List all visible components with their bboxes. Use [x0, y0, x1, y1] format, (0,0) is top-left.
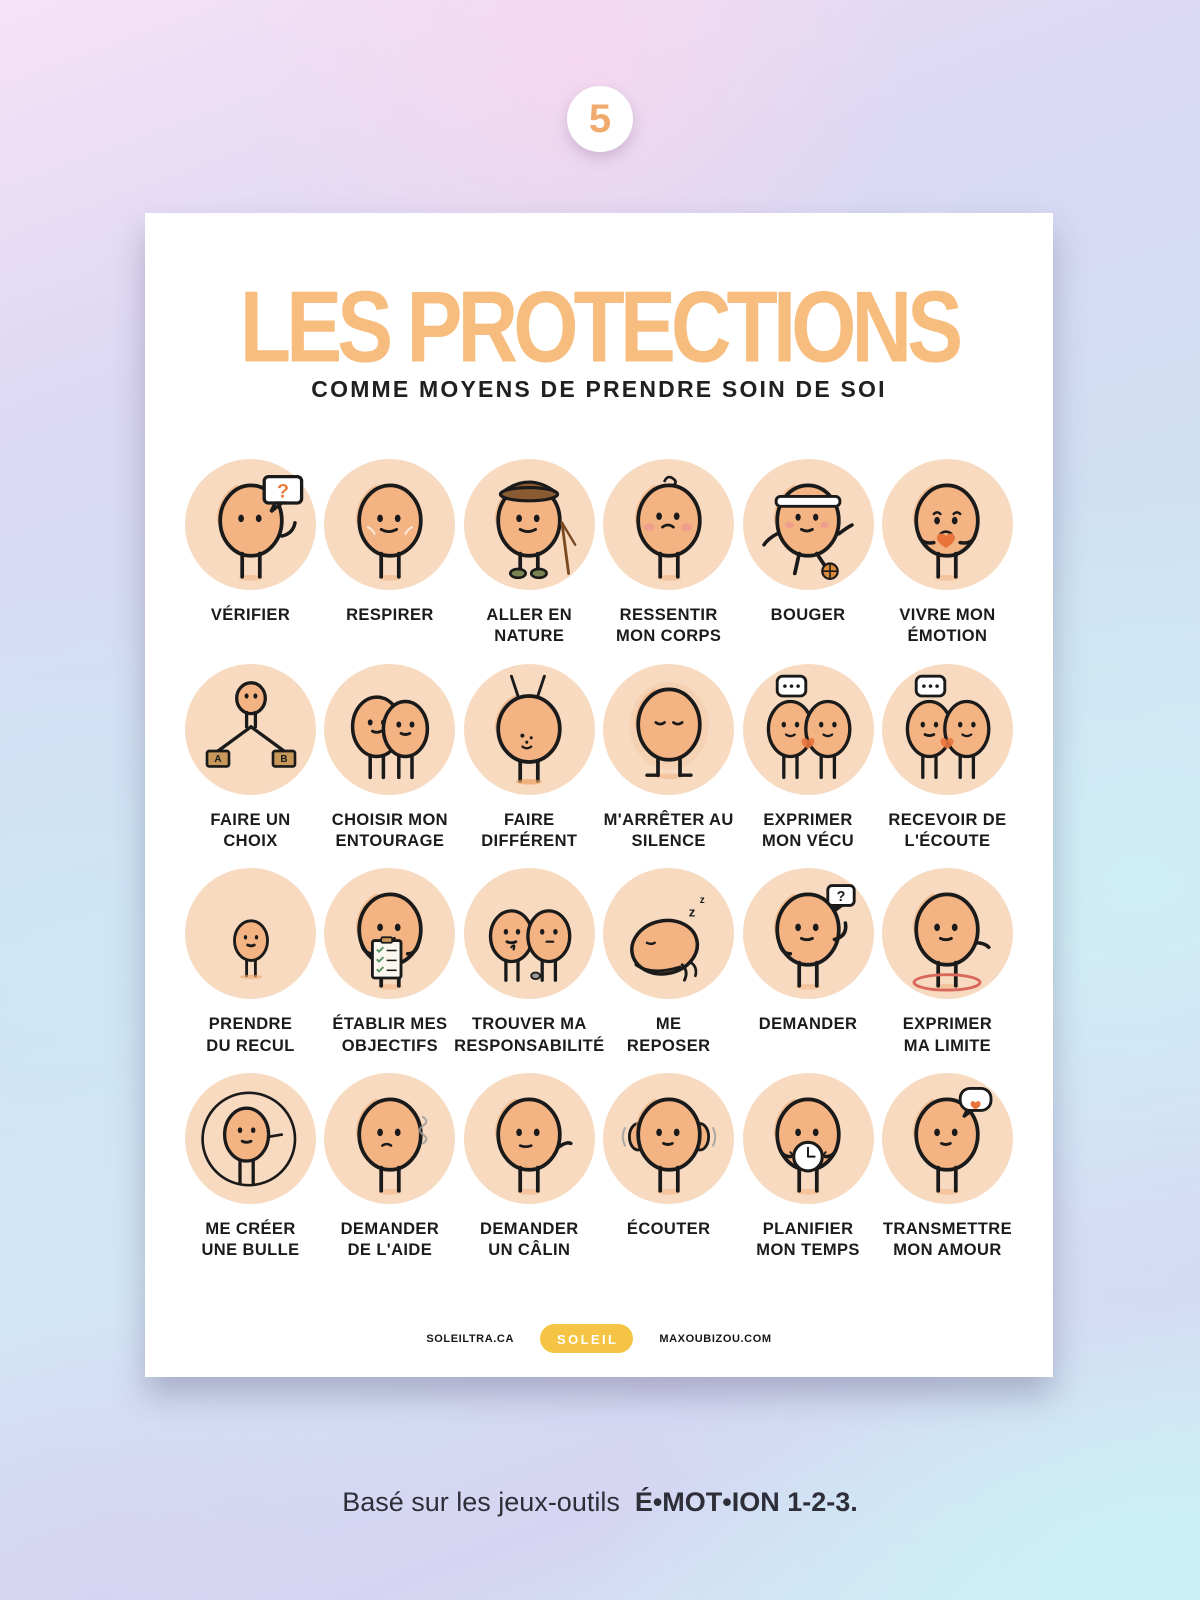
svg-text:z: z: [699, 895, 704, 906]
svg-text:B: B: [280, 754, 287, 765]
svg-text:?: ?: [837, 889, 846, 905]
svg-text:A: A: [214, 754, 221, 765]
svg-text:?: ?: [276, 480, 288, 502]
svg-text:z: z: [688, 904, 695, 919]
